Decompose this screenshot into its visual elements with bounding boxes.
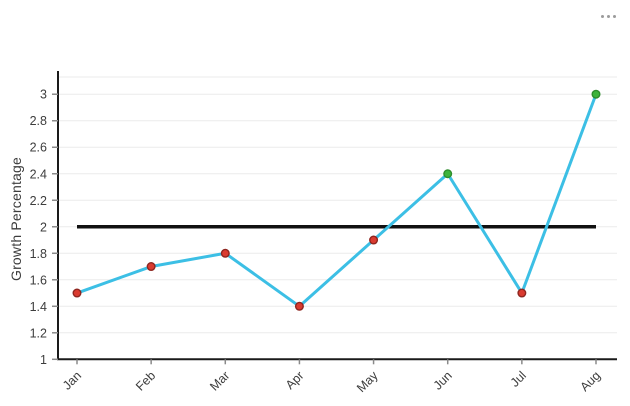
data-point-jul[interactable] — [517, 288, 527, 298]
y-tick-label: 2.2 — [30, 194, 47, 208]
y-tick-label: 1 — [40, 353, 47, 367]
x-tick-label: Aug — [577, 368, 603, 394]
more-options-icon — [612, 14, 616, 18]
y-tick-label: 2 — [40, 220, 47, 234]
y-tick-label: 3 — [40, 88, 47, 102]
data-point-aug[interactable] — [591, 89, 601, 99]
growth-line — [75, 92, 598, 308]
y-tick-label: 2.8 — [30, 114, 47, 128]
data-point-apr[interactable] — [294, 301, 304, 311]
x-tick-label: Mar — [207, 369, 232, 394]
data-point-jun[interactable] — [443, 169, 453, 179]
data-point-mar[interactable] — [220, 248, 230, 258]
x-tick-label: Jun — [431, 368, 455, 392]
more-options-button[interactable] — [597, 10, 619, 22]
data-point-jan[interactable] — [72, 288, 82, 298]
more-options-icon — [606, 14, 610, 18]
y-tick-label: 2.6 — [30, 141, 47, 155]
x-tick-label: Jul — [508, 369, 529, 390]
y-tick-label: 1.2 — [30, 326, 47, 340]
more-options-icon — [600, 14, 604, 18]
x-tick-label: Jan — [60, 368, 84, 392]
y-tick-label: 2.4 — [30, 167, 47, 181]
x-tick-label: Feb — [133, 368, 158, 393]
y-tick-label: 1.4 — [30, 300, 47, 314]
data-point-may[interactable] — [369, 235, 379, 245]
x-tick-label: Apr — [283, 369, 307, 393]
data-point-feb[interactable] — [146, 262, 156, 272]
x-tick-label: May — [354, 368, 381, 395]
y-tick-label: 1.8 — [30, 247, 47, 261]
y-tick-label: 1.6 — [30, 273, 47, 287]
